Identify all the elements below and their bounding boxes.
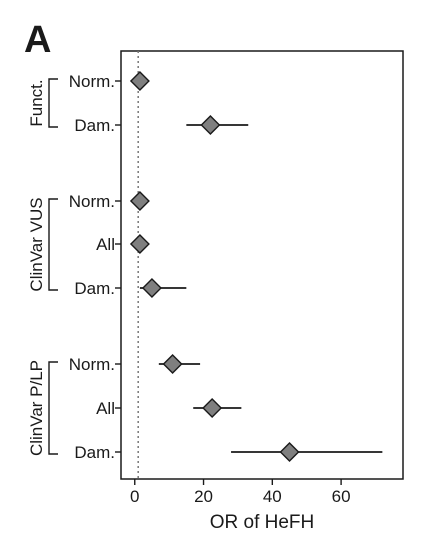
rows-layer: Norm. Dam. Norm. All Dam. Norm. All Dam. <box>69 71 383 462</box>
row-label-funct-dam: Dam. <box>74 116 115 135</box>
or-marker-clinvar-vus-norm <box>129 191 150 211</box>
x-axis-label: OR of HeFH <box>210 512 315 533</box>
group-label-clinvar-p-lp: ClinVar P/LP <box>27 360 46 456</box>
row-label-clinvar-p-lp-all: All <box>96 399 115 418</box>
or-marker-clinvar-vus-all <box>129 234 150 254</box>
row-label-clinvar-vus-all: All <box>96 235 115 254</box>
panel-label: A <box>24 19 51 61</box>
or-marker-funct-norm <box>129 71 150 91</box>
x-axis: 0 20 40 60 <box>130 479 351 506</box>
row-label-funct-norm: Norm. <box>69 72 115 91</box>
x-tick-label-40: 40 <box>263 487 282 506</box>
row-label-clinvar-p-lp-norm: Norm. <box>69 355 115 374</box>
row-label-clinvar-p-lp-dam: Dam. <box>74 443 115 462</box>
x-tick-label-20: 20 <box>194 487 213 506</box>
or-marker-clinvar-p-lp-norm <box>162 354 183 374</box>
group-label-clinvar-vus: ClinVar VUS <box>27 197 46 291</box>
x-tick-label-0: 0 <box>130 487 139 506</box>
row-label-clinvar-vus-dam: Dam. <box>74 279 115 298</box>
or-marker-clinvar-vus-dam <box>141 278 162 298</box>
group-label-funct: Funct. <box>27 79 46 126</box>
bracket-clinvar-p-lp <box>48 361 58 455</box>
row-label-clinvar-vus-norm: Norm. <box>69 192 115 211</box>
bracket-funct <box>48 78 58 128</box>
x-tick-label-60: 60 <box>332 487 351 506</box>
or-marker-funct-dam <box>200 115 221 135</box>
bracket-clinvar-vus <box>48 198 58 291</box>
plot-frame <box>120 50 404 480</box>
group-brackets: Funct. ClinVar VUS ClinVar P/LP <box>27 78 58 456</box>
or-marker-clinvar-p-lp-all <box>202 398 223 418</box>
or-marker-clinvar-p-lp-dam <box>279 442 300 462</box>
